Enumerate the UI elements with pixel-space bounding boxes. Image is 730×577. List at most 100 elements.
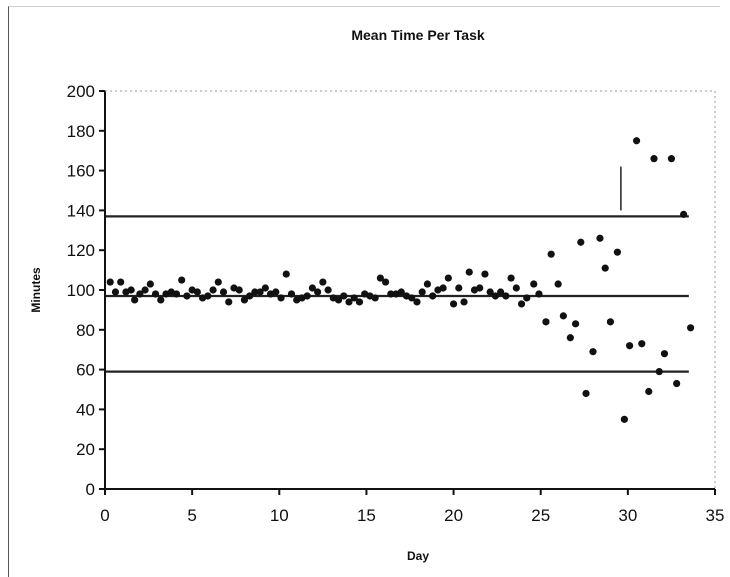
data-point — [146, 280, 154, 288]
data-point — [277, 294, 285, 302]
data-point — [345, 298, 353, 306]
data-point — [638, 340, 646, 348]
data-point — [371, 294, 379, 302]
data-point — [282, 270, 290, 278]
data-point — [650, 155, 658, 163]
data-point — [620, 415, 628, 423]
data-point — [131, 296, 139, 304]
data-point — [324, 286, 332, 294]
x-tick-label: 0 — [100, 506, 109, 525]
data-point — [303, 292, 311, 300]
data-point — [408, 294, 416, 302]
data-point — [251, 288, 259, 296]
chart-frame — [8, 6, 720, 577]
y-tick-label: 40 — [76, 400, 95, 419]
data-point — [423, 280, 432, 288]
data-point — [449, 300, 458, 308]
data-point — [127, 286, 135, 294]
data-point — [613, 248, 622, 256]
data-point — [626, 342, 634, 350]
x-tick-label: 30 — [618, 506, 637, 525]
data-point — [547, 250, 555, 258]
axes — [99, 90, 716, 495]
data-point — [566, 334, 574, 342]
data-point — [606, 318, 615, 326]
data-point — [219, 288, 228, 296]
data-point — [645, 387, 653, 396]
data-point — [577, 238, 585, 246]
data-point — [429, 292, 437, 300]
data-point — [418, 288, 426, 296]
data-point — [554, 280, 562, 288]
x-tick-label: 25 — [531, 506, 550, 525]
data-point — [240, 296, 249, 304]
data-point — [535, 290, 543, 298]
x-tick-label: 35 — [706, 506, 725, 525]
data-point — [214, 278, 222, 286]
x-tick-label: 10 — [270, 506, 289, 525]
data-point — [287, 290, 296, 298]
x-tick-label: 20 — [444, 506, 463, 525]
data-point — [444, 274, 452, 282]
data-point — [502, 292, 510, 300]
data-point — [439, 284, 447, 292]
y-tick-labels: 0 20 40 60 80 100 120 140 160 180 200 — [67, 82, 95, 499]
data-point — [601, 264, 609, 272]
data-point — [530, 280, 538, 288]
data-point — [413, 298, 421, 306]
data-point — [340, 292, 348, 300]
data-point — [497, 288, 505, 296]
data-point — [272, 288, 280, 296]
data-point — [382, 278, 390, 286]
data-point — [523, 294, 531, 302]
data-point — [106, 278, 114, 286]
y-tick-label: 60 — [76, 361, 95, 380]
data-point — [246, 292, 254, 300]
y-axis-label: Minutes — [29, 267, 43, 313]
data-point — [680, 210, 688, 218]
data-point — [632, 137, 641, 145]
data-point — [542, 318, 550, 326]
data-point — [111, 288, 120, 296]
data-point — [571, 320, 580, 328]
x-tick-labels: 0 5 10 15 20 25 30 35 — [100, 506, 724, 525]
data-point — [687, 324, 695, 332]
data-point — [559, 312, 567, 320]
data-point — [314, 288, 322, 296]
data-point — [476, 284, 484, 292]
y-tick-label: 180 — [67, 122, 95, 141]
data-point — [183, 292, 191, 300]
data-point — [507, 274, 515, 282]
data-point — [512, 284, 520, 292]
x-tick-label: 15 — [357, 506, 376, 525]
data-point — [397, 288, 405, 296]
y-tick-label: 140 — [67, 201, 95, 220]
data-point — [596, 234, 604, 242]
data-point — [151, 290, 160, 298]
y-tick-label: 100 — [67, 281, 95, 300]
y-tick-label: 120 — [67, 241, 95, 260]
data-point — [308, 284, 316, 292]
data-point — [193, 288, 201, 296]
y-tick-label: 0 — [86, 480, 95, 499]
data-point — [655, 367, 663, 376]
data-point — [589, 348, 597, 356]
data-point — [673, 379, 681, 388]
x-axis-label: Day — [407, 549, 429, 563]
data-point — [660, 350, 669, 358]
data-point — [517, 300, 526, 308]
data-point — [256, 288, 264, 296]
data-point — [204, 292, 212, 300]
data-point — [387, 290, 395, 298]
data-point — [667, 155, 676, 163]
data-point — [460, 298, 468, 306]
data-point — [261, 284, 269, 292]
data-point — [355, 298, 364, 306]
data-point — [136, 290, 144, 298]
data-point — [172, 290, 181, 298]
data-point — [117, 278, 125, 286]
y-tick-label: 160 — [67, 162, 95, 181]
y-tick-label: 20 — [76, 440, 95, 459]
data-point — [141, 286, 149, 294]
